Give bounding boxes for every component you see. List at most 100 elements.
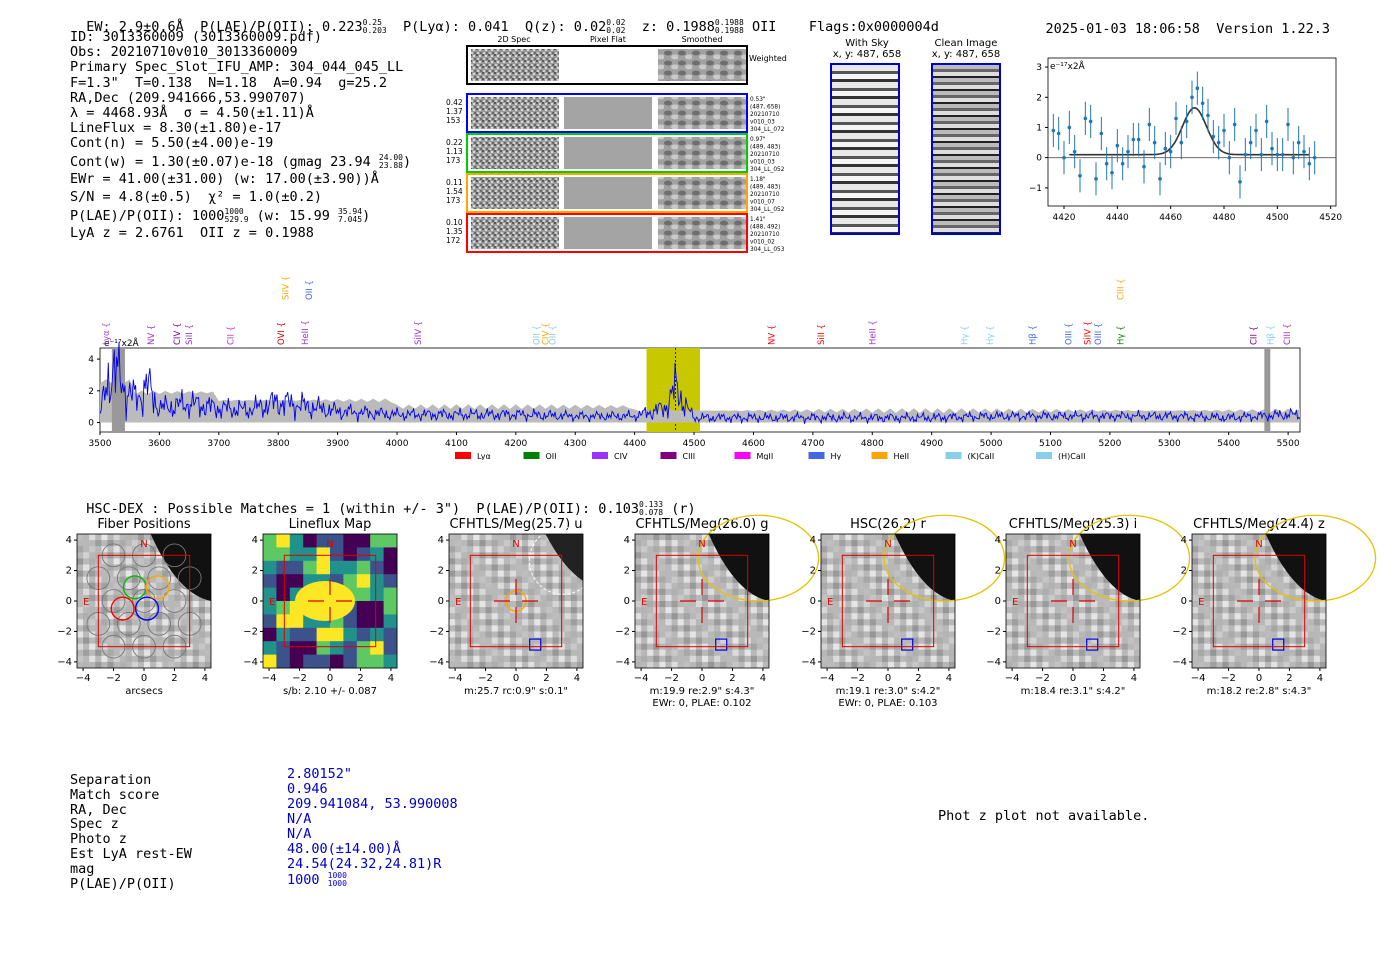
- image-panel: CFHTLS/Meg(24.4) zNE−4−4−2−2002244m:18.2…: [1172, 514, 1377, 697]
- image-pixel: [1066, 613, 1073, 620]
- line-label-group: NV {: [147, 325, 157, 345]
- image-pixel: [540, 576, 547, 583]
- match-labels: Separation Match score RA, Dec Spec z Ph…: [70, 773, 192, 891]
- masked-region: [1264, 348, 1271, 432]
- image-pixel: [461, 643, 468, 650]
- image-pixel: [641, 619, 648, 626]
- image-pixel: [1265, 631, 1272, 638]
- image-pixel: [83, 661, 90, 668]
- image-pixel: [125, 594, 132, 601]
- cutout-left-stat: 0.10: [446, 218, 463, 227]
- z-line: OII: [751, 19, 777, 35]
- lineflux-pixel: [343, 654, 358, 669]
- lineflux-pixel: [370, 614, 385, 629]
- image-pixel: [461, 546, 468, 553]
- data-point: [1126, 149, 1130, 154]
- image-pixel: [702, 546, 709, 553]
- image-pixel: [665, 558, 672, 565]
- image-pixel: [449, 570, 456, 577]
- image-pixel: [1115, 661, 1122, 668]
- image-pixel: [821, 655, 828, 662]
- image-pixel: [540, 625, 547, 632]
- image-pixel: [647, 649, 654, 656]
- image-pixel: [869, 655, 876, 662]
- image-pixel: [156, 601, 163, 608]
- image-pixel: [1222, 601, 1229, 608]
- image-pixel: [564, 588, 571, 595]
- y-tick-label: −4: [429, 657, 444, 668]
- image-pixel: [1216, 631, 1223, 638]
- line-label: Hβ {: [1029, 325, 1039, 345]
- image-pixel: [168, 637, 175, 644]
- image-pixel: [875, 564, 882, 571]
- image-pixel: [857, 558, 864, 565]
- match-marker: [901, 638, 914, 651]
- line-label-group: OIII {: [1064, 323, 1074, 345]
- line-label: Hγ {: [960, 325, 970, 345]
- image-pixel: [570, 619, 577, 626]
- image-pixel: [936, 613, 943, 620]
- lineflux-pixel: [356, 641, 371, 656]
- image-pixel: [528, 661, 535, 668]
- x-tick-label: 4: [946, 673, 952, 684]
- image-pixel: [720, 649, 727, 656]
- image-pixel: [1103, 625, 1110, 632]
- image-pixel: [144, 613, 151, 620]
- y-tick-label: 4: [995, 535, 1001, 546]
- image-pixel: [677, 594, 684, 601]
- image-pixel: [564, 625, 571, 632]
- image-pixel: [1277, 582, 1284, 589]
- lineflux-pixel: [263, 614, 277, 629]
- image-pixel: [665, 570, 672, 577]
- image-pixel: [635, 540, 642, 547]
- image-pixel: [1066, 625, 1073, 632]
- cutout-right-stat: v010_03: [750, 120, 775, 126]
- image-pixel: [1234, 540, 1241, 547]
- image-pixel: [1006, 552, 1013, 559]
- image-pixel: [924, 601, 931, 608]
- image-pixel: [1103, 576, 1110, 583]
- panel-title: HSC(26.2) r: [850, 517, 926, 532]
- image-pixel: [869, 607, 876, 614]
- image-pixel: [125, 655, 132, 662]
- image-pixel: [827, 649, 834, 656]
- image-pixel: [677, 558, 684, 565]
- image-pixel: [1228, 619, 1235, 626]
- image-pixel: [833, 643, 840, 650]
- image-pixel: [744, 661, 751, 668]
- lineflux-pixel: [370, 627, 385, 642]
- image-pixel: [516, 540, 523, 547]
- image-pixel: [503, 661, 510, 668]
- image-pixel: [689, 631, 696, 638]
- image-pixel: [635, 552, 642, 559]
- image-pixel: [534, 655, 541, 662]
- image-pixel: [1127, 661, 1134, 668]
- image-pixel: [522, 558, 529, 565]
- image-pixel: [1042, 613, 1049, 620]
- image-pixel: [1192, 582, 1199, 589]
- panel-xlabel: m:18.2 re:2.8" s:4.3": [1207, 686, 1312, 697]
- data-point: [1211, 134, 1216, 139]
- image-pixel: [881, 619, 888, 626]
- image-pixel: [1283, 588, 1290, 595]
- lineflux-pixel: [383, 547, 398, 562]
- image-pixel: [540, 637, 547, 644]
- image-pixel: [473, 631, 480, 638]
- legend-swatch: [734, 452, 751, 459]
- image-pixel: [204, 637, 211, 644]
- image-pixel: [83, 601, 90, 608]
- lineflux-pixel: [330, 560, 344, 575]
- image-pixel: [1192, 558, 1199, 565]
- image-pixel: [1240, 655, 1247, 662]
- data-point: [1136, 137, 1141, 142]
- image-pixel: [89, 619, 96, 626]
- cutout-2d: [471, 217, 559, 249]
- timestamp-version: 2025-01-03 18:06:58 Version 1.22.3: [1029, 5, 1331, 37]
- image-pixel: [906, 594, 913, 601]
- image-pixel: [924, 613, 931, 620]
- line-label: OIII {: [1064, 323, 1074, 345]
- image-pixel: [156, 564, 163, 571]
- image-pixel: [1295, 625, 1302, 632]
- x-tick-label: −4: [448, 673, 463, 684]
